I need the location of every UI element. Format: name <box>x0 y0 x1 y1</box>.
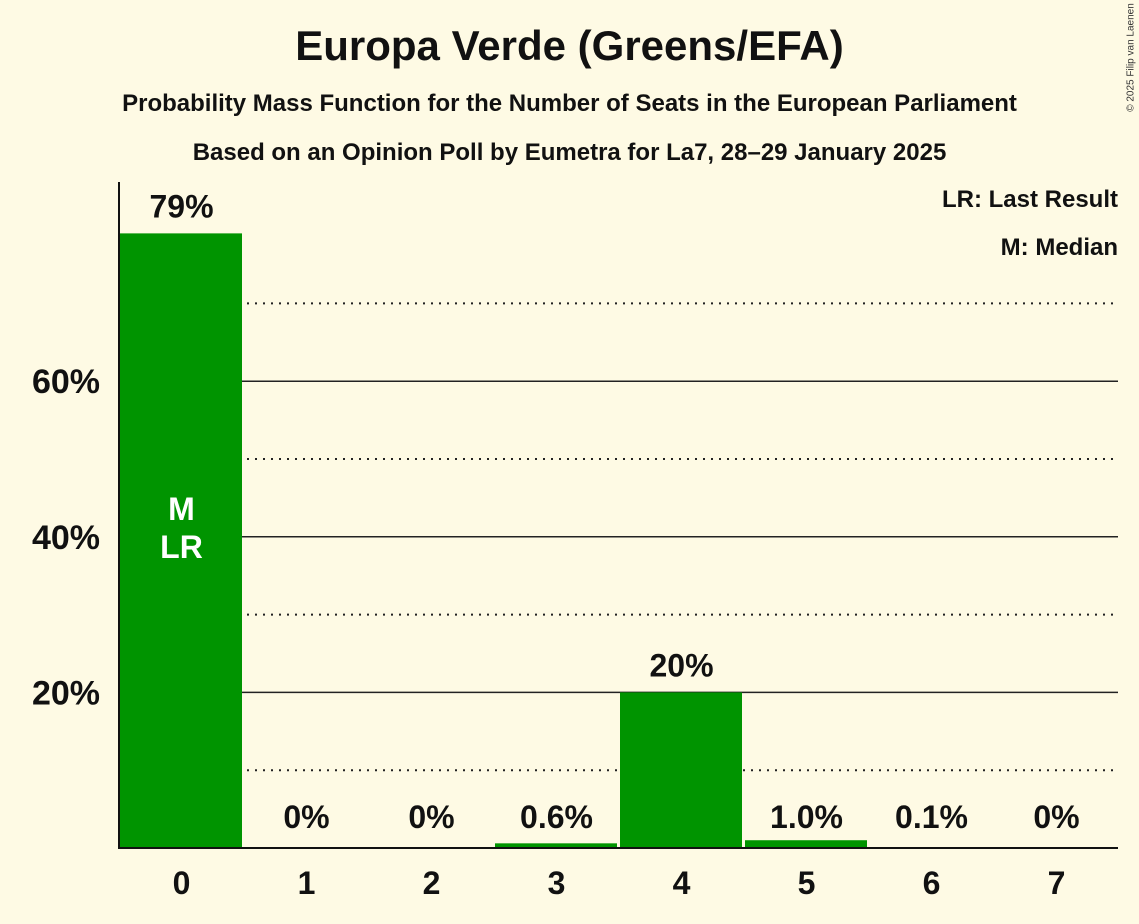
data-label: 0% <box>283 799 329 835</box>
chart-subtitle-2: Based on an Opinion Poll by Eumetra for … <box>192 139 947 166</box>
legend-median: M: Median <box>1000 234 1118 261</box>
y-tick-label: 40% <box>32 519 100 557</box>
x-tick-label: 0 <box>173 865 191 901</box>
data-label: 1.0% <box>770 799 843 835</box>
bar <box>620 692 742 848</box>
y-tick-label: 20% <box>32 674 100 712</box>
x-tick-label: 1 <box>298 865 316 901</box>
x-tick-label: 2 <box>423 865 441 901</box>
data-label: 20% <box>649 647 713 683</box>
data-label: 0.1% <box>895 799 968 835</box>
x-tick-label: 6 <box>923 865 941 901</box>
data-label: 79% <box>149 188 213 224</box>
x-tick-label: 5 <box>798 865 816 901</box>
x-tick-label: 3 <box>548 865 566 901</box>
bar <box>745 840 867 848</box>
x-tick-label: 4 <box>673 865 691 901</box>
bar <box>120 233 242 848</box>
chart-title: Europa Verde (Greens/EFA) <box>295 22 844 69</box>
y-tick-label: 60% <box>32 363 100 401</box>
x-tick-label: 7 <box>1048 865 1066 901</box>
bar <box>495 843 617 848</box>
data-label: 0% <box>408 799 454 835</box>
bar-annotation: LR <box>160 529 203 565</box>
data-label: 0% <box>1033 799 1079 835</box>
bar-annotation: M <box>168 491 195 527</box>
data-label: 0.6% <box>520 799 593 835</box>
legend-last-result: LR: Last Result <box>941 186 1118 213</box>
chart-subtitle: Probability Mass Function for the Number… <box>122 90 1017 117</box>
